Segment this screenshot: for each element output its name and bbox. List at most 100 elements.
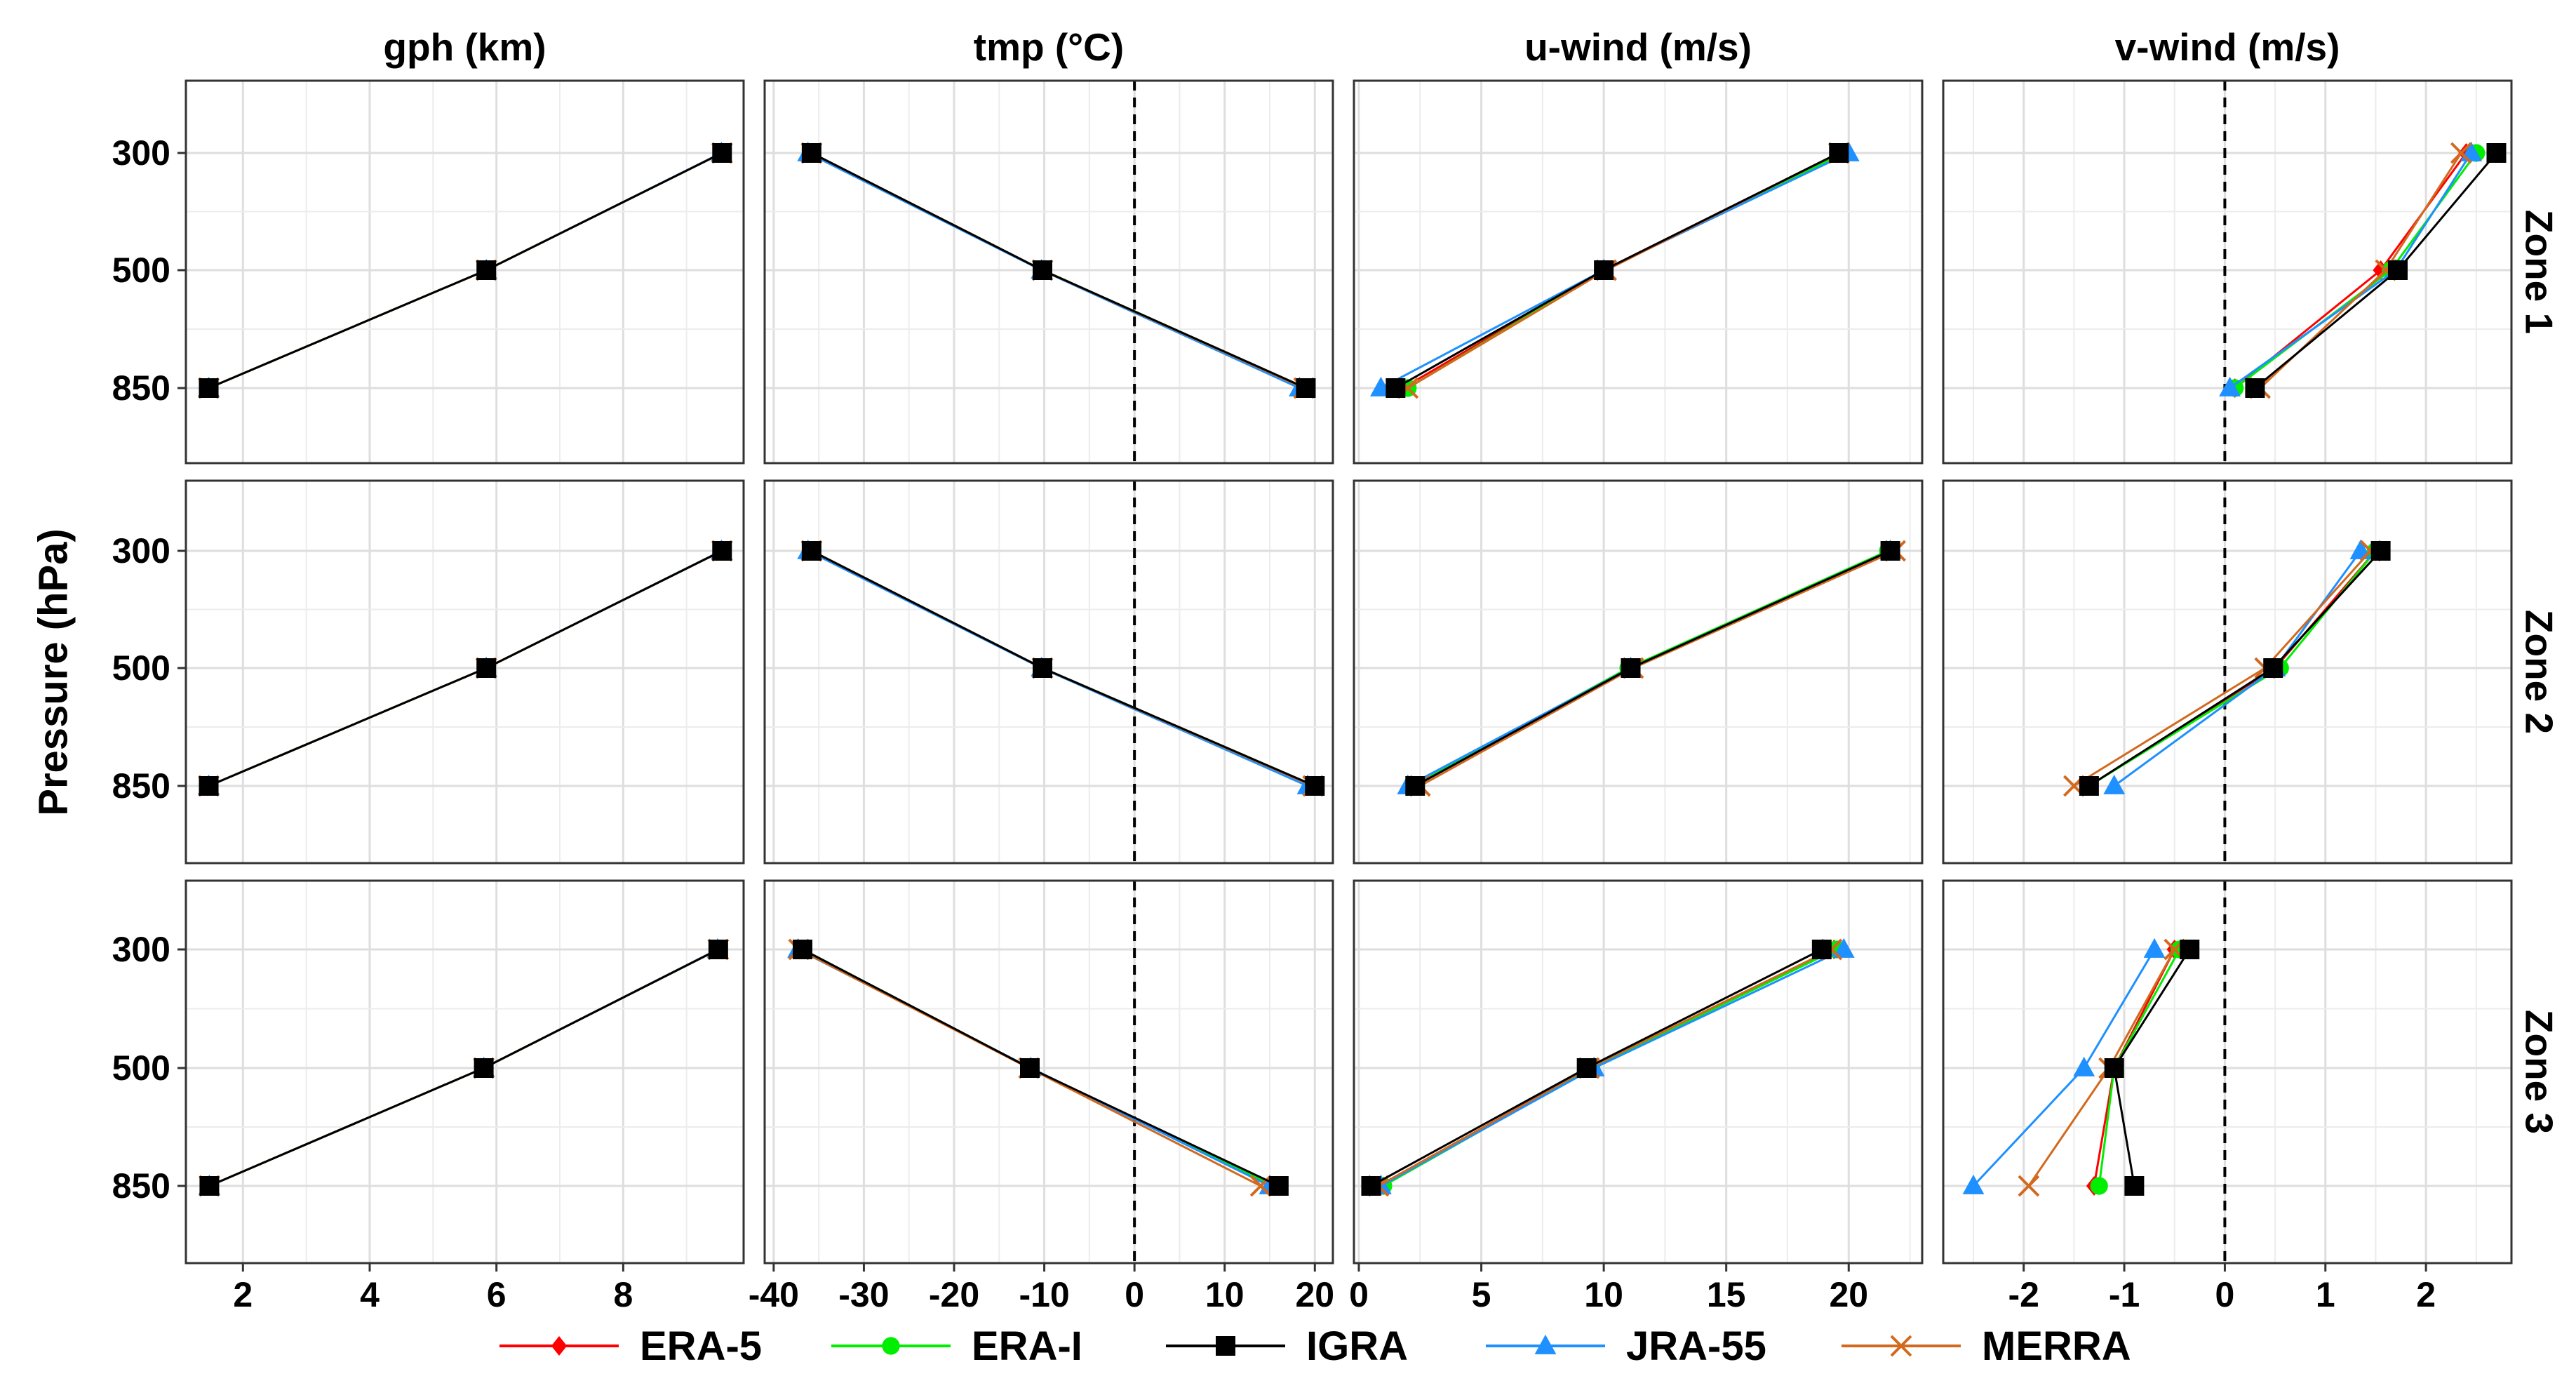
grid bbox=[765, 881, 1333, 1263]
data-point bbox=[1033, 658, 1052, 678]
panel-border bbox=[1942, 879, 2513, 1265]
data-point bbox=[793, 940, 812, 959]
data-point bbox=[1880, 541, 1900, 561]
series-igra bbox=[199, 940, 728, 1196]
data-point bbox=[2018, 1175, 2040, 1197]
series-igra bbox=[199, 541, 732, 796]
legend-cross-marker bbox=[1890, 1335, 1912, 1357]
panel-border bbox=[763, 79, 1334, 465]
data-point bbox=[1962, 1174, 1985, 1194]
panel-zone2-v-wind bbox=[1942, 479, 2513, 865]
x-tick-label: 10 bbox=[1584, 1275, 1623, 1314]
legend-label: MERRA bbox=[1982, 1323, 2131, 1369]
panel-zone1-gph bbox=[185, 79, 745, 465]
data-point bbox=[2450, 142, 2472, 164]
x-tick-label: 20 bbox=[1295, 1275, 1334, 1314]
panel-zone1-v-wind bbox=[1942, 79, 2513, 465]
panel-border bbox=[763, 879, 1334, 1265]
legend-square-marker bbox=[1216, 1336, 1235, 1356]
y-tick-label: 300 bbox=[112, 930, 170, 969]
data-point bbox=[2124, 1176, 2145, 1196]
series-jra-55 bbox=[797, 141, 1310, 396]
panel-border bbox=[1942, 479, 2513, 865]
panel-border bbox=[1353, 479, 1924, 865]
data-point bbox=[2073, 1056, 2095, 1076]
panel-zone3-v-wind bbox=[1942, 879, 2513, 1265]
series-igra bbox=[801, 143, 1316, 398]
panel-border bbox=[185, 79, 745, 465]
data-point bbox=[708, 940, 728, 959]
grid bbox=[1354, 481, 1922, 863]
grid bbox=[765, 481, 1333, 863]
legend-item-era-5: ERA-5 bbox=[499, 1323, 762, 1369]
data-point bbox=[2090, 1177, 2108, 1195]
series-jra-55 bbox=[797, 539, 1319, 794]
series-igra bbox=[801, 541, 1325, 796]
y-axis-title: Pressure (hPa) bbox=[30, 528, 76, 815]
x-tick-label: -1 bbox=[2109, 1275, 2140, 1314]
panel-border bbox=[1353, 879, 1924, 1265]
x-tick-label: -20 bbox=[929, 1275, 979, 1314]
x-tick-label: -40 bbox=[749, 1275, 799, 1314]
panel-zone1-u-wind bbox=[1353, 79, 1924, 465]
data-point bbox=[1594, 260, 1614, 280]
panel-border bbox=[185, 879, 745, 1265]
x-tick-label: 15 bbox=[1707, 1275, 1746, 1314]
column-title: tmp (°C) bbox=[974, 25, 1124, 69]
x-tick-label: -2 bbox=[2008, 1275, 2039, 1314]
data-point bbox=[1268, 1176, 1289, 1196]
x-tick-label: -30 bbox=[838, 1275, 889, 1314]
grid bbox=[186, 81, 744, 463]
data-point bbox=[2180, 940, 2200, 959]
data-point bbox=[474, 1058, 494, 1078]
data-point bbox=[1361, 1176, 1381, 1196]
data-point bbox=[712, 541, 732, 561]
series-jra-55 bbox=[2219, 141, 2483, 396]
x-tick-label: 10 bbox=[1205, 1275, 1245, 1314]
x-tick-label: 0 bbox=[1349, 1275, 1369, 1314]
grid bbox=[1943, 881, 2511, 1263]
row-title: Zone 3 bbox=[2517, 1010, 2561, 1134]
y-tick-label: 300 bbox=[112, 133, 170, 173]
panel-zone2-gph bbox=[185, 479, 745, 865]
y-tick-label: 850 bbox=[112, 766, 170, 806]
data-point bbox=[1405, 776, 1425, 796]
grid bbox=[1354, 881, 1922, 1263]
panel-zone1-tmp bbox=[763, 79, 1334, 465]
x-tick-label: 0 bbox=[1125, 1275, 1144, 1314]
series-igra bbox=[1386, 143, 1849, 398]
legend: ERA-5 ERA-I IGRA JRA-55 MERRA bbox=[499, 1323, 2131, 1369]
data-point bbox=[1033, 260, 1052, 280]
data-point bbox=[1020, 1058, 1040, 1078]
grid bbox=[186, 481, 744, 863]
data-point bbox=[1811, 940, 1832, 959]
series-igra bbox=[2079, 541, 2391, 796]
x-tick-label: 2 bbox=[2416, 1275, 2436, 1314]
legend-circle-marker bbox=[882, 1337, 900, 1355]
data-point bbox=[712, 143, 732, 163]
panel-border bbox=[763, 479, 1334, 865]
data-point bbox=[199, 776, 219, 796]
data-point bbox=[2370, 541, 2391, 561]
legend-triangle-marker bbox=[1534, 1334, 1557, 1354]
grid bbox=[1943, 481, 2511, 863]
data-point bbox=[1305, 776, 1325, 796]
legend-item-era-i: ERA-I bbox=[831, 1323, 1082, 1369]
y-tick-label: 300 bbox=[112, 531, 170, 571]
legend-item-jra-55: JRA-55 bbox=[1486, 1323, 1766, 1369]
x-tick-label: 5 bbox=[1472, 1275, 1491, 1314]
data-point bbox=[199, 1176, 220, 1196]
legend-item-igra: IGRA bbox=[1166, 1323, 1408, 1369]
legend-item-merra: MERRA bbox=[1842, 1323, 2131, 1369]
data-point bbox=[2388, 260, 2408, 280]
data-point bbox=[1386, 378, 1406, 398]
panel-zone3-u-wind bbox=[1353, 879, 1924, 1265]
data-point bbox=[2263, 658, 2283, 678]
data-point bbox=[476, 658, 497, 678]
series-igra bbox=[793, 940, 1289, 1196]
data-point bbox=[801, 541, 821, 561]
panel-border bbox=[1353, 79, 1924, 465]
x-tick-label: 1 bbox=[2316, 1275, 2335, 1314]
